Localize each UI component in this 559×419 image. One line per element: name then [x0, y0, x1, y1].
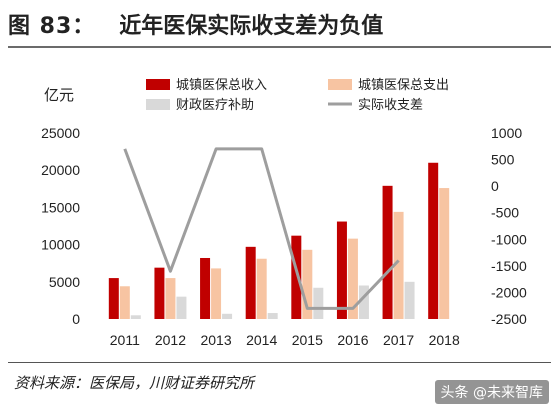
right-axis-tick: 1000: [491, 125, 522, 141]
left-axis-tick: 0: [72, 311, 80, 327]
bar-expense: [302, 249, 313, 319]
right-axis-tick: -2000: [491, 284, 527, 300]
x-axis-tick: 2016: [337, 332, 368, 348]
footer-divider: [8, 362, 551, 363]
left-axis-tick: 5000: [49, 274, 80, 290]
bar-income: [428, 162, 439, 319]
legend-swatch: [146, 79, 170, 90]
x-axis-tick: 2018: [429, 332, 460, 348]
right-axis-tick: 0: [491, 178, 499, 194]
bar-expense: [256, 258, 267, 319]
figure-number: 图 83：: [8, 14, 96, 39]
legend-label: 城镇医保总收入: [176, 78, 267, 93]
x-axis-tick: 2013: [200, 332, 231, 348]
bar-expense: [393, 211, 404, 319]
right-axis-tick: -1500: [491, 258, 527, 274]
balance-line: [123, 147, 400, 310]
bar-income: [200, 257, 211, 319]
bar-income: [382, 185, 393, 319]
left-axis-tick: 15000: [41, 199, 80, 215]
bar-subsidy: [358, 285, 369, 319]
bar-income: [291, 235, 302, 319]
bar-subsidy: [313, 287, 324, 319]
bars: [108, 162, 450, 319]
bar-subsidy: [404, 281, 415, 319]
bar-expense: [439, 188, 450, 319]
x-axis-tick: 2012: [155, 332, 186, 348]
bar-income: [245, 246, 256, 319]
right-axis-tick: -1000: [491, 231, 527, 247]
balance-line-path: [123, 147, 400, 310]
bar-income: [108, 278, 119, 319]
x-axis-tick: 2017: [383, 332, 414, 348]
left-axis-tick: 20000: [41, 162, 80, 178]
left-axis: 0 5000 10000 15000 20000 25000: [41, 125, 80, 327]
right-axis-tick: -500: [491, 205, 519, 221]
legend-label: 实际收支差: [358, 98, 423, 113]
bar-expense: [119, 286, 130, 319]
bar-income: [336, 221, 347, 319]
figure-title: 图 83： 近年医保实际收支差为负值: [8, 6, 551, 42]
left-axis-unit: 亿元: [44, 86, 74, 104]
right-axis-tick: -2500: [491, 311, 527, 327]
bar-subsidy: [222, 313, 233, 319]
bar-expense: [165, 278, 176, 319]
watermark: 头条 @未来智库: [434, 380, 549, 404]
bar-income: [154, 267, 165, 319]
x-axis: 2011 2012 2013 2014 2015 2016 2017 2018: [110, 332, 460, 348]
x-axis-tick: 2015: [292, 332, 323, 348]
bar-subsidy: [267, 313, 278, 319]
legend-label: 城镇医保总支出: [358, 78, 449, 93]
figure-title-text: 近年医保实际收支差为负值: [119, 14, 384, 39]
x-axis-tick: 2011: [110, 332, 140, 348]
bar-subsidy: [130, 315, 141, 319]
legend-swatch: [146, 99, 170, 110]
title-divider: [8, 46, 551, 48]
legend-label: 财政医疗补助: [176, 98, 254, 113]
right-axis: 1000 500 0 -500 -1000 -1500 -2000 -2500: [491, 125, 527, 327]
x-axis-tick: 2014: [246, 332, 277, 348]
left-axis-tick: 10000: [41, 237, 80, 253]
bar-expense: [211, 268, 222, 319]
right-axis-tick: 500: [491, 152, 515, 168]
bar-expense: [347, 238, 358, 319]
source-note: 资料来源：医保局，川财证券研究所: [14, 374, 255, 392]
bar-subsidy: [176, 296, 187, 319]
left-axis-tick: 25000: [41, 125, 80, 141]
legend-swatch: [328, 79, 352, 90]
